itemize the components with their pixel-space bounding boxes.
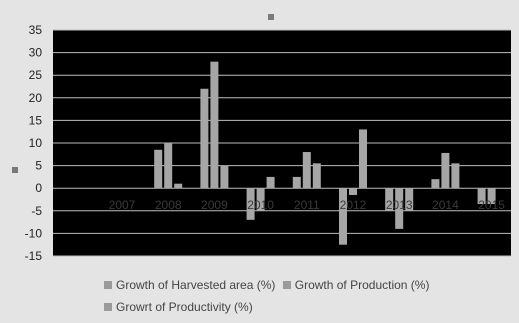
- bar-2009-series-1: [200, 88, 209, 189]
- y-tick-label: 0: [35, 181, 42, 195]
- bar-2013-series-1: [385, 188, 394, 211]
- x-tick-label-2008: 2008: [155, 198, 182, 212]
- bar-2014-series-1: [431, 179, 440, 189]
- bar-2014-series-3: [451, 163, 460, 189]
- legend-row-1: Growth of Harvested area (%) Growth of P…: [104, 274, 484, 296]
- bar-2015-series-1: [477, 188, 486, 205]
- x-tick-label-2015: 2015: [478, 198, 505, 212]
- legend: Growth of Harvested area (%) Growth of P…: [104, 274, 484, 318]
- bar-2011-series-2: [302, 152, 311, 189]
- bar-2013-series-2: [395, 188, 404, 229]
- resize-handle-left[interactable]: [12, 167, 18, 173]
- y-tick-label: -10: [25, 226, 43, 240]
- bar-2008-series-2: [164, 143, 173, 189]
- legend-swatch-productivity: [104, 303, 112, 311]
- bar-group: [154, 61, 496, 245]
- x-tick-label-2011: 2011: [294, 198, 320, 212]
- y-tick-label: -5: [31, 204, 42, 218]
- gridlines: [53, 29, 511, 257]
- bar-2013-series-3: [405, 188, 414, 211]
- x-tick-label-2007: 2007: [109, 198, 136, 212]
- bar-2011-series-1: [292, 176, 301, 189]
- y-tick-label: 15: [29, 113, 43, 127]
- bar-2009-series-3: [220, 165, 229, 189]
- legend-swatch-harvested-area: [104, 281, 112, 289]
- bar-2012-series-2: [349, 188, 357, 195]
- legend-label-production: Growth of Production (%): [294, 278, 430, 292]
- legend-row-2: Growrt of Productivity (%): [104, 296, 484, 318]
- y-tick-label: 20: [29, 91, 43, 105]
- x-tick-label-2014: 2014: [432, 198, 459, 212]
- legend-item-productivity: Growrt of Productivity (%): [104, 296, 253, 318]
- bar-2010-series-1: [246, 188, 255, 220]
- y-tick-label: -15: [25, 249, 43, 263]
- legend-label-productivity: Growrt of Productivity (%): [116, 300, 253, 314]
- resize-handle-top[interactable]: [268, 14, 274, 20]
- x-tick-label-2009: 2009: [201, 198, 228, 212]
- y-tick-label: 5: [35, 159, 42, 173]
- y-axis-ticks: 35 30 25 20 15 10 5 0 -5 -10 -15: [25, 23, 43, 263]
- bar-2014-series-2: [441, 152, 450, 189]
- legend-item-production: Growth of Production (%): [282, 274, 430, 296]
- x-tick-label-2010: 2010: [247, 198, 274, 212]
- bar-2012-series-1: [339, 188, 347, 245]
- y-tick-label: 35: [29, 23, 43, 37]
- bar-2011-series-3: [312, 163, 321, 189]
- legend-item-harvested-area: Growth of Harvested area (%): [104, 274, 275, 296]
- bar-2009-series-2: [210, 61, 219, 189]
- legend-label-harvested-area: Growth of Harvested area (%): [116, 278, 276, 292]
- bar-2010-series-3: [266, 176, 275, 189]
- bar-2008-series-3: [174, 183, 183, 189]
- x-axis-ticks: 2007 2008 2009 2010 2011 2012 2013 2014 2015: [109, 198, 506, 212]
- bar-2010-series-2: [256, 188, 265, 211]
- legend-swatch-production: [282, 281, 291, 289]
- y-tick-label: 10: [29, 136, 43, 150]
- x-tick-label-2012: 2012: [340, 198, 367, 212]
- bar-2008-series-1: [154, 149, 163, 189]
- y-tick-label: 25: [29, 68, 43, 82]
- y-tick-label: 30: [29, 46, 43, 60]
- bar-2012-series-3: [359, 129, 367, 189]
- bar-2015-series-2: [487, 188, 496, 205]
- x-tick-label-2013: 2013: [386, 198, 413, 212]
